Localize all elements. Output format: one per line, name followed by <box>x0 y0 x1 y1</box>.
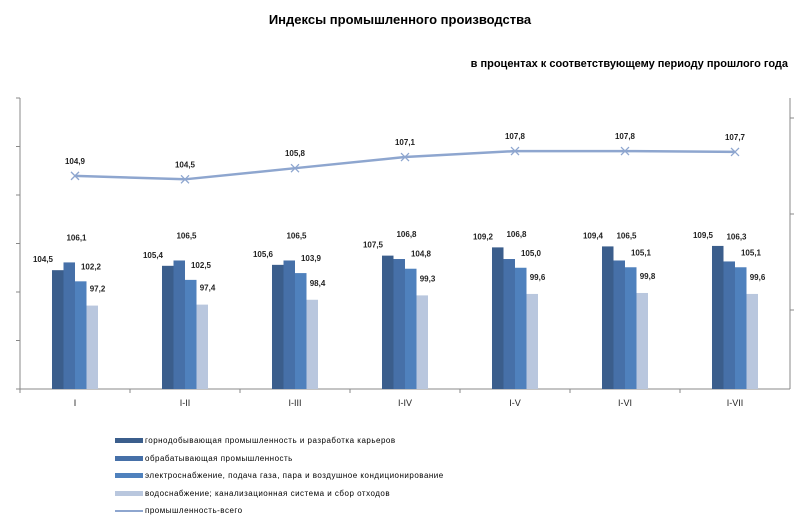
bar <box>636 292 648 389</box>
bar <box>283 260 295 389</box>
data-label: 97,4 <box>200 284 216 293</box>
data-label: 103,9 <box>301 254 322 263</box>
bar <box>196 304 208 389</box>
line-marker <box>180 174 190 184</box>
legend-label: электроснабжение, подача газа, пара и во… <box>145 471 444 481</box>
data-label: 106,3 <box>726 232 747 241</box>
data-label: 97,2 <box>90 285 106 294</box>
bar <box>515 267 527 389</box>
legend-swatch <box>115 438 143 444</box>
bar <box>86 305 98 389</box>
data-label: 109,4 <box>583 231 604 240</box>
bar <box>723 261 735 389</box>
bar <box>625 267 637 389</box>
data-label: 105,4 <box>143 251 164 260</box>
line-marker <box>70 171 80 181</box>
legend-item: обрабатывающая промышленность <box>115 450 444 468</box>
legend-item: промышленность-всего <box>115 502 444 516</box>
data-label: 105,1 <box>631 248 652 257</box>
data-label: 106,5 <box>286 231 307 240</box>
bar <box>306 299 318 389</box>
bar <box>52 270 64 389</box>
bar <box>382 255 394 389</box>
bar <box>185 279 197 389</box>
bar <box>63 262 75 389</box>
legend-label: обрабатывающая промышленность <box>145 453 293 463</box>
legend-label: промышленность-всего <box>145 506 243 516</box>
data-label: 106,8 <box>396 230 417 239</box>
line-data-label: 104,9 <box>65 157 86 166</box>
line-marker <box>730 147 740 157</box>
chart-subtitle: в процентах к соответствующему периоду п… <box>470 58 788 70</box>
bar <box>712 245 724 389</box>
line-data-label: 104,5 <box>175 160 196 169</box>
bar <box>295 273 307 389</box>
legend-swatch <box>115 490 143 496</box>
data-label: 102,5 <box>191 261 212 270</box>
bar <box>405 268 417 389</box>
line-data-label: 107,8 <box>505 132 526 141</box>
data-label: 99,6 <box>750 273 766 282</box>
data-label: 98,4 <box>310 279 326 288</box>
bar <box>503 259 515 389</box>
data-label: 105,0 <box>521 249 542 258</box>
line-data-label: 105,8 <box>285 149 306 158</box>
data-label: 104,8 <box>411 250 432 259</box>
legend-label: водоснабжение; канализационная система и… <box>145 488 391 498</box>
data-label: 99,8 <box>640 272 656 281</box>
bar <box>526 293 538 389</box>
line-marker <box>510 146 520 156</box>
legend-swatch <box>115 473 143 479</box>
data-label: 107,5 <box>363 241 384 250</box>
line-marker <box>290 163 300 173</box>
legend-swatch <box>115 455 143 461</box>
data-label: 106,8 <box>506 230 527 239</box>
data-label: 104,5 <box>33 255 54 264</box>
data-label: 106,1 <box>66 233 87 242</box>
x-tick-label: I-V <box>509 398 521 408</box>
legend-item: водоснабжение; канализационная система и… <box>115 485 444 503</box>
bar <box>602 246 614 389</box>
bar <box>735 267 747 389</box>
data-label: 109,5 <box>693 231 714 240</box>
data-label: 105,1 <box>741 248 762 257</box>
legend-item: горнодобывающая промышленность и разрабо… <box>115 432 444 450</box>
bar <box>492 247 504 389</box>
x-tick-label: I-III <box>289 398 302 408</box>
data-label: 99,6 <box>530 273 546 282</box>
line-data-label: 107,8 <box>615 132 636 141</box>
x-tick-label: I-VII <box>727 398 744 408</box>
bar <box>75 281 87 389</box>
data-label: 106,5 <box>616 231 637 240</box>
bar <box>173 260 185 389</box>
x-tick-label: I <box>74 398 77 408</box>
bar <box>613 260 625 389</box>
bar <box>162 265 174 389</box>
data-label: 105,6 <box>253 250 274 259</box>
legend: горнодобывающая промышленность и разрабо… <box>115 432 444 516</box>
x-tick-label: I-II <box>180 398 191 408</box>
x-tick-label: I-VI <box>618 398 632 408</box>
legend-swatch <box>115 509 143 512</box>
data-label: 106,5 <box>176 231 197 240</box>
chart-title: Индексы промышленного производства <box>268 12 532 27</box>
line-marker <box>400 152 410 162</box>
legend-label: горнодобывающая промышленность и разрабо… <box>145 436 396 446</box>
data-label: 109,2 <box>473 232 494 241</box>
line-marker <box>620 146 630 156</box>
bar <box>416 295 428 389</box>
line-data-label: 107,7 <box>725 133 746 142</box>
data-label: 99,3 <box>420 274 436 283</box>
line-data-label: 107,1 <box>395 138 416 147</box>
bar <box>272 264 284 389</box>
bar <box>746 293 758 389</box>
legend-item: электроснабжение, подача газа, пара и во… <box>115 467 444 485</box>
bar <box>393 259 405 389</box>
data-label: 102,2 <box>81 262 102 271</box>
x-tick-label: I-IV <box>398 398 412 408</box>
